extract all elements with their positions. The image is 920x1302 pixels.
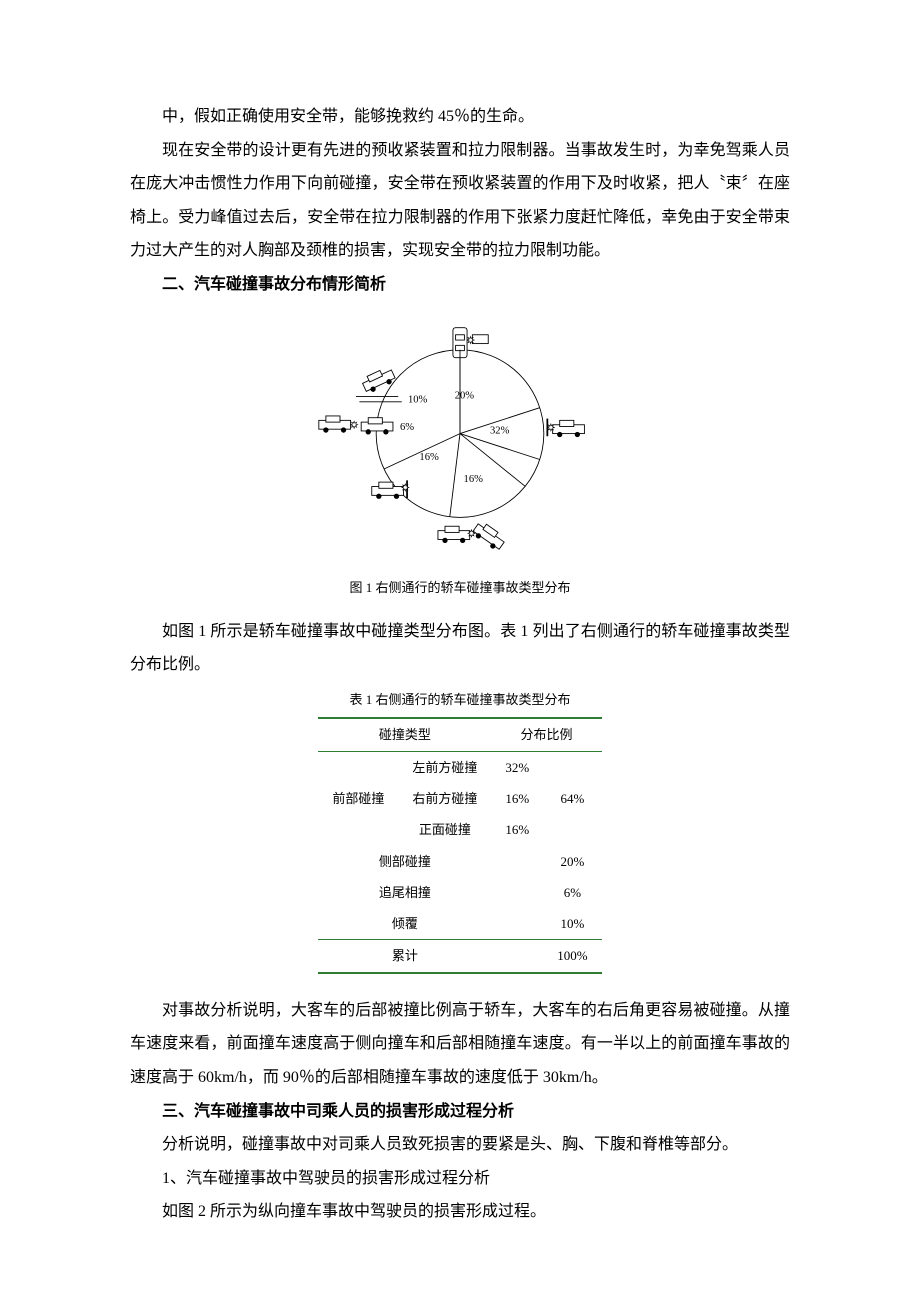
table-cell-group-front: 前部碰撞 [318, 751, 398, 845]
figure-1-caption: 图 1 右侧通行的轿车碰撞事故类型分布 [130, 574, 790, 601]
figure-1-pie-chart: 20% 10% 6% 16% 16% 32% [130, 308, 790, 568]
heading-section-2: 二、汽车碰撞事故分布情形简析 [130, 268, 790, 302]
svg-text:20%: 20% [455, 390, 475, 401]
svg-text:16%: 16% [464, 474, 484, 485]
table-header-col1: 碰撞类型 [318, 718, 491, 751]
paragraph-2: 现在安全带的设计更有先进的预收紧装置和拉力限制器。当事故发生时，为幸免驾乘人员在… [130, 134, 790, 268]
document-page: 中，假如正确使用安全带，能够挽救约 45％的生命。 现在安全带的设计更有先进的预… [0, 0, 920, 1302]
table-cell-group-pct: 10% [543, 908, 601, 940]
paragraph-4: 对事故分析说明，大客车的后部被撞比例高于轿车，大客车的右后角更容易被碰撞。从撞车… [130, 994, 790, 1095]
table-cell-group: 侧部碰撞 [318, 846, 491, 877]
table-cell-group-pct: 64% [543, 751, 601, 845]
table-cell-group-pct: 20% [543, 846, 601, 877]
table-cell-sub: 左前方碰撞 [398, 751, 491, 783]
table-cell-sub: 正面碰撞 [398, 814, 491, 845]
table-cell-total: 累计 [318, 940, 491, 973]
paragraph-3: 如图 1 所示是轿车碰撞事故中碰撞类型分布图。表 1 列出了右侧通行的轿车碰撞事… [130, 615, 790, 682]
table-cell-pct: 32% [491, 751, 543, 783]
table-cell-group-pct: 6% [543, 877, 601, 908]
table-cell-total-pct: 100% [543, 940, 601, 973]
table-1-caption: 表 1 右侧通行的轿车碰撞事故类型分布 [130, 686, 790, 713]
heading-section-3: 三、汽车碰撞事故中司乘人员的损害形成过程分析 [130, 1095, 790, 1129]
svg-text:10%: 10% [408, 394, 428, 405]
table-cell-pct: 16% [491, 783, 543, 814]
paragraph-5: 分析说明，碰撞事故中对司乘人员致死损害的要紧是头、胸、下腹和脊椎等部分。 [130, 1128, 790, 1162]
paragraph-7: 如图 2 所示为纵向撞车事故中驾驶员的损害形成过程。 [130, 1195, 790, 1229]
table-header-col2: 分布比例 [491, 718, 601, 751]
table-cell-group: 倾覆 [318, 908, 491, 940]
paragraph-1: 中，假如正确使用安全带，能够挽救约 45％的生命。 [130, 100, 790, 134]
svg-text:32%: 32% [490, 425, 510, 436]
svg-text:6%: 6% [400, 422, 414, 433]
table-cell-sub: 右前方碰撞 [398, 783, 491, 814]
pie-chart-svg: 20% 10% 6% 16% 16% 32% [310, 308, 610, 568]
svg-text:16%: 16% [419, 452, 439, 463]
table-cell-group: 追尾相撞 [318, 877, 491, 908]
table-1: 碰撞类型 分布比例 前部碰撞 左前方碰撞 32% 64% 右前方碰撞 16% 正… [318, 717, 601, 973]
paragraph-6: 1、汽车碰撞事故中驾驶员的损害形成过程分析 [130, 1162, 790, 1196]
table-cell-pct: 16% [491, 814, 543, 845]
